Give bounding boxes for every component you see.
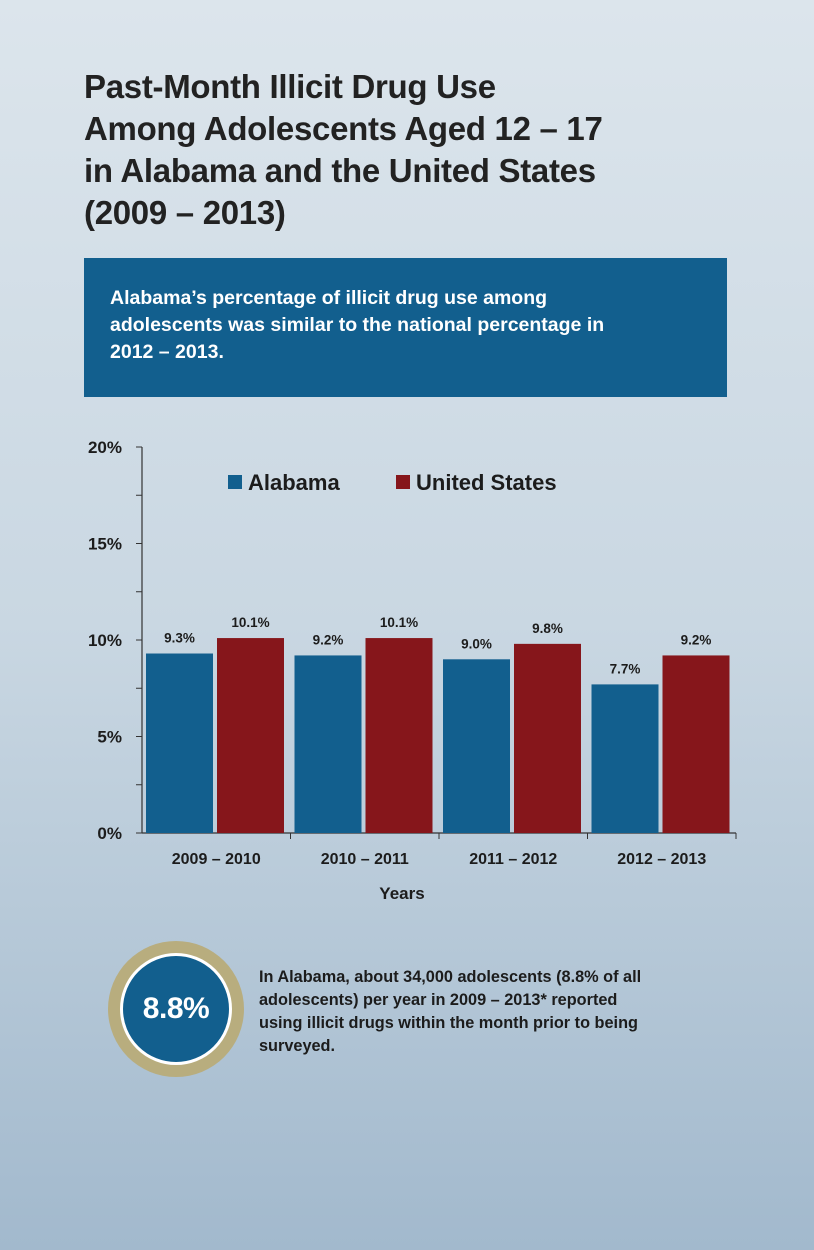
stat-line: In Alabama, about 34,000 adolescents (8.… [259,968,642,986]
y-tick-label: 15% [88,535,122,554]
y-tick-label: 10% [88,631,122,650]
stat-line: using illicit drugs within the month pri… [259,1014,638,1032]
x-axis-label: Years [379,884,424,903]
stat-line: surveyed. [259,1037,336,1055]
stat-ring: 8.8% [108,941,244,1077]
data-label: 9.3% [164,631,195,646]
stat-line: adolescents) per year in 2009 – 2013* re… [259,991,618,1009]
bar [591,684,659,833]
callout-box: Alabama’s percentage of illicit drug use… [84,258,727,397]
bar [365,638,433,833]
callout-line: 2012 – 2013. [110,341,224,363]
x-tick-label: 2012 – 2013 [617,851,706,868]
legend-label: Alabama [248,470,340,495]
bar [662,655,730,833]
stat-value: 8.8% [142,992,210,1025]
data-label: 9.8% [532,621,563,636]
data-label: 7.7% [610,661,641,676]
title-line: Among Adolescents Aged 12 – 17 [84,110,603,147]
bar [294,655,362,833]
title-line: (2009 – 2013) [84,194,286,231]
data-label: 9.2% [313,632,344,647]
y-tick-label: 5% [97,728,122,747]
legend-swatch [228,475,242,489]
y-tick-label: 20% [88,438,122,457]
bar [514,643,581,833]
data-label: 9.2% [681,632,712,647]
x-tick-label: 2011 – 2012 [469,851,557,868]
data-label: 10.1% [231,615,269,630]
y-tick-label: 0% [97,824,122,843]
callout-line: adolescents was similar to the national … [110,314,605,336]
legend-swatch [396,475,410,489]
page-title: Past-Month Illicit Drug Use Among Adoles… [84,66,764,234]
x-tick-label: 2009 – 2010 [172,851,261,868]
bar [443,659,510,833]
data-label: 9.0% [461,636,492,651]
x-tick-label: 2010 – 2011 [321,851,409,868]
bar-chart: 0% 5% 10% 15% 20% 9.3% 10.1% 2009 – 2010 9.2% 10.… [88,438,737,903]
legend-label: United States [416,470,557,495]
title-line: Past-Month Illicit Drug Use [84,68,496,105]
data-label: 10.1% [380,615,418,630]
callout-line: Alabama’s percentage of illicit drug use… [110,287,548,309]
stat-circle: 8.8% [120,953,232,1065]
title-line: in Alabama and the United States [84,152,596,189]
stat-description: In Alabama, about 34,000 adolescents (8.… [259,966,729,1058]
bar [146,653,213,833]
bar [217,638,284,833]
